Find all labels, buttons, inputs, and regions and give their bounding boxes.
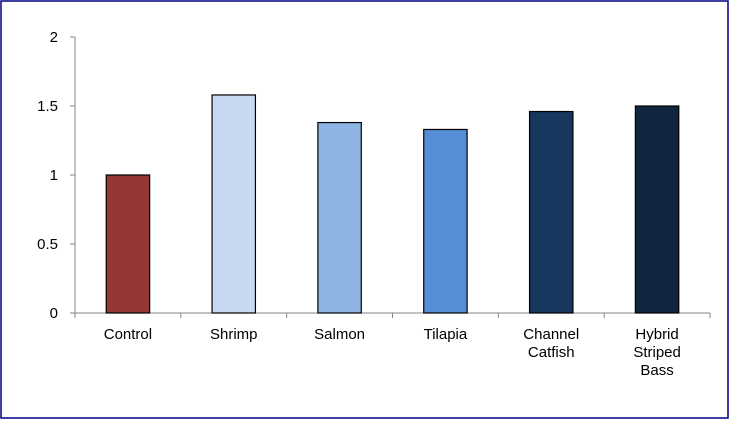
bar <box>634 105 680 314</box>
y-tick-label: 1.5 <box>37 98 58 115</box>
bar <box>423 128 468 314</box>
bar <box>528 110 574 314</box>
y-tick-label: 1 <box>50 167 58 184</box>
y-axis: 0 0.5 1 1.5 2 <box>37 29 76 322</box>
bar <box>317 121 362 314</box>
y-tick-label: 0.5 <box>37 236 58 253</box>
x-tick-labels: Control Shrimp Salmon Tilapia Channel Catfish… <box>104 326 681 379</box>
x-tick-label: Tilapia <box>424 326 468 343</box>
x-axis <box>74 312 711 318</box>
x-tick-label: Shrimp <box>210 326 258 343</box>
bars <box>105 94 680 314</box>
x-tick-label: Channel Catfish <box>523 326 579 361</box>
y-tick-label: 0 <box>50 305 58 322</box>
x-tick-label: Hybrid Striped Bass <box>633 326 681 379</box>
y-tick-label: 2 <box>50 29 58 46</box>
bar <box>105 174 151 314</box>
bar <box>211 94 257 314</box>
x-tick-label: Salmon <box>314 326 365 343</box>
x-tick-label: Control <box>104 326 152 343</box>
